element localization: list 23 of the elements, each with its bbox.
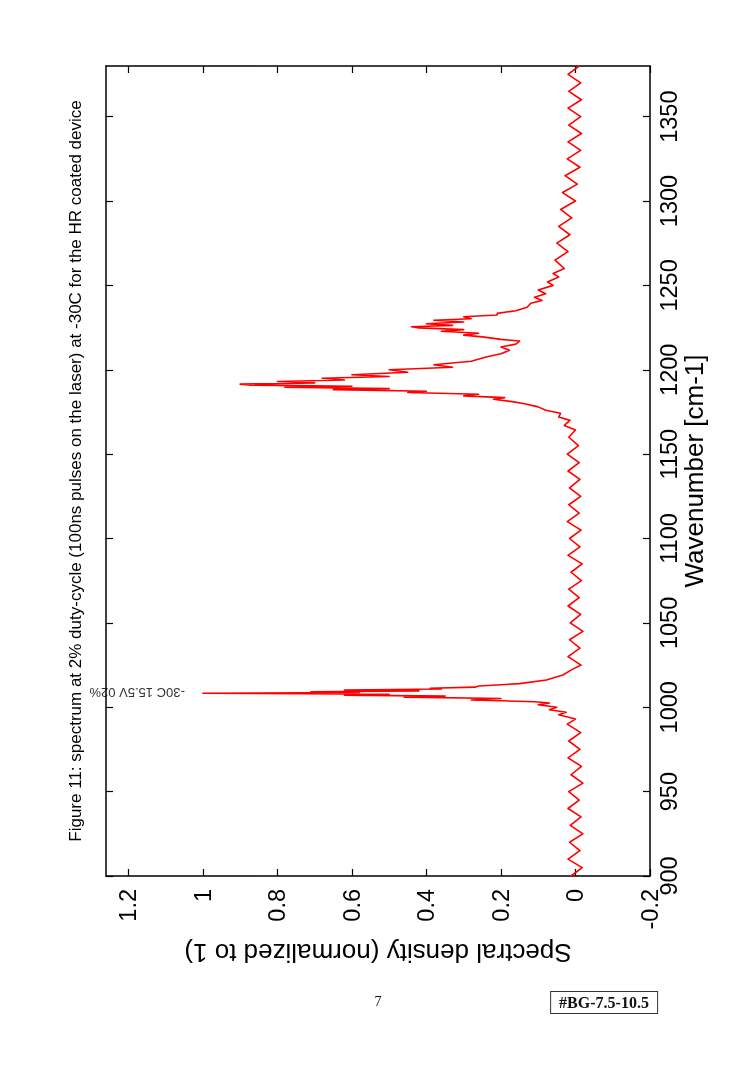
x-tick-label: 0.6 (338, 889, 365, 922)
series-label: -30C 15.5V 02% (89, 684, 185, 700)
text: Figure 11: spectrum at 2% duty-cycle (100ns pulses on the laser) at -30C for the HR coated device (65, 100, 85, 842)
y-tick-label: 1350 (656, 90, 682, 143)
y-tick-label: 1050 (656, 596, 682, 650)
y-tick-label: 1200 (656, 343, 682, 396)
x-tick-label: 0 (562, 889, 589, 903)
line-series (202, 65, 584, 877)
text: 7 (374, 994, 382, 1011)
y-axis-title: Wavenumber [cm-1] (679, 354, 709, 588)
y-tick-label: 1250 (656, 259, 682, 312)
x-tick-label: 0.8 (264, 889, 291, 922)
text: #BG-7.5-10.5 (550, 991, 658, 1015)
x-tick-label: 1.2 (115, 889, 142, 922)
y-tick-label: 1000 (656, 681, 682, 734)
x-tick-label: 1 (189, 889, 216, 903)
y-tick-label: 1300 (656, 174, 682, 228)
y-tick-label: 950 (656, 772, 682, 812)
x-tick-label: 0.2 (487, 889, 514, 922)
x-tick-label: 0.4 (413, 889, 440, 922)
y-tick-label: 1150 (656, 428, 682, 480)
y-tick-label: 1100 (656, 513, 682, 564)
x-axis-title: Spectral density (normalized to 1) (184, 938, 572, 968)
